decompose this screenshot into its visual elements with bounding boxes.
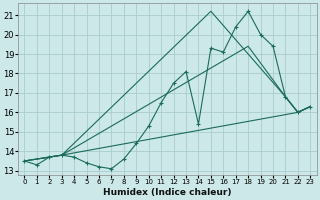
X-axis label: Humidex (Indice chaleur): Humidex (Indice chaleur) [103,188,232,197]
